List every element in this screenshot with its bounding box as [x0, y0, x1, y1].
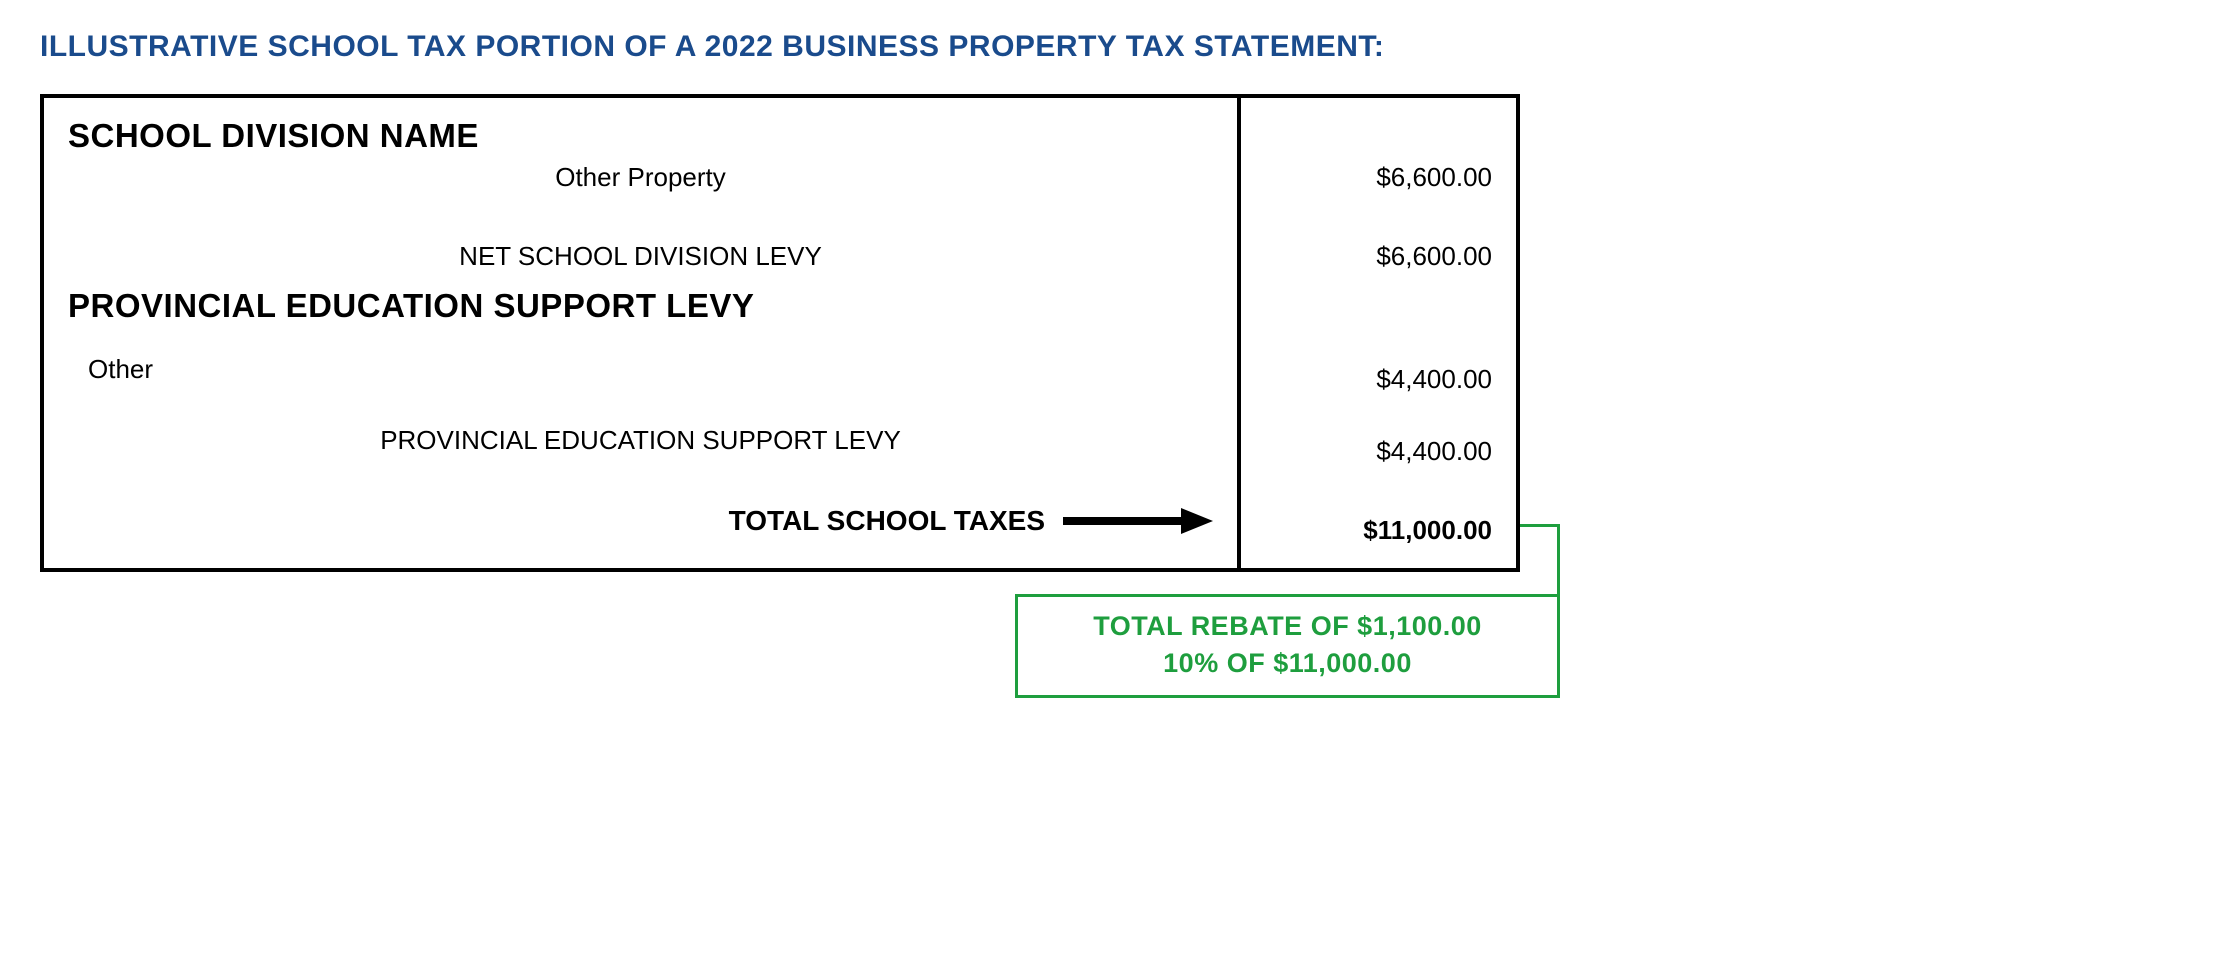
school-division-subtotal-amount: $6,600.00 — [1265, 241, 1492, 272]
statement-box: SCHOOL DIVISION NAME Other Property NET … — [40, 94, 1520, 572]
provincial-levy-heading: PROVINCIAL EDUCATION SUPPORT LEVY — [68, 286, 1213, 326]
rebate-connector-icon — [1520, 524, 1560, 594]
school-division-subtotal-label: NET SCHOOL DIVISION LEVY — [68, 241, 1213, 272]
statement-right-column: $6,600.00 $6,600.00 $4,400.00 $4,400.00 … — [1241, 98, 1516, 568]
school-division-line-item-label: Other Property — [68, 162, 1213, 193]
rebate-callout: TOTAL REBATE OF $1,100.00 10% OF $11,000… — [1015, 594, 1560, 698]
provincial-levy-subtotal-label: PROVINCIAL EDUCATION SUPPORT LEVY — [68, 425, 1213, 456]
school-division-heading: SCHOOL DIVISION NAME — [68, 116, 1213, 156]
rebate-line-1: TOTAL REBATE OF $1,100.00 — [1044, 611, 1531, 642]
provincial-levy-line-item-amount: $4,400.00 — [1265, 364, 1492, 395]
rebate-line-2: 10% OF $11,000.00 — [1044, 648, 1531, 679]
total-school-taxes-label: TOTAL SCHOOL TAXES — [729, 504, 1045, 538]
page-title: ILLUSTRATIVE SCHOOL TAX PORTION OF A 202… — [40, 30, 2179, 64]
arrow-right-icon — [1063, 506, 1213, 536]
provincial-levy-line-item-label: Other — [68, 354, 1213, 385]
total-row: TOTAL SCHOOL TAXES — [68, 504, 1213, 538]
statement-wrapper: SCHOOL DIVISION NAME Other Property NET … — [40, 94, 1520, 572]
provincial-levy-subtotal-amount: $4,400.00 — [1265, 436, 1492, 467]
statement-left-column: SCHOOL DIVISION NAME Other Property NET … — [44, 98, 1241, 568]
total-school-taxes-amount: $11,000.00 — [1265, 515, 1492, 546]
school-division-line-item-amount: $6,600.00 — [1265, 162, 1492, 193]
